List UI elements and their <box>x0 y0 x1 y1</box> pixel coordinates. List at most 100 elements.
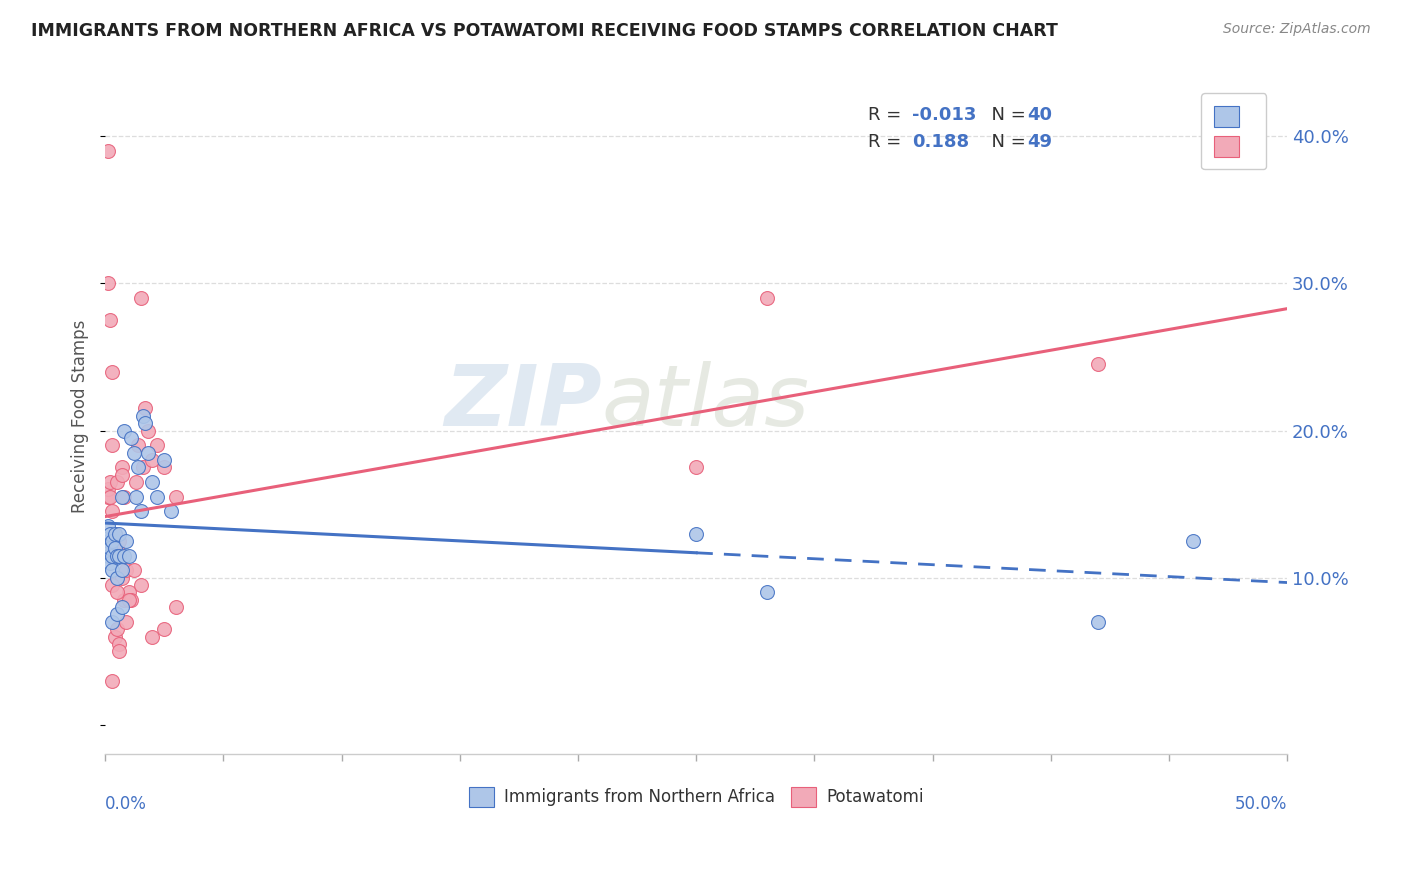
Point <box>146 490 169 504</box>
Point <box>98 313 121 327</box>
Text: R =: R = <box>868 133 912 151</box>
Point <box>122 445 145 459</box>
Point <box>105 585 128 599</box>
Point <box>108 533 131 548</box>
Point <box>111 467 134 482</box>
Point <box>1181 533 1204 548</box>
Point <box>160 504 183 518</box>
Point <box>153 453 176 467</box>
Text: ZIP: ZIP <box>444 360 602 444</box>
Point <box>101 673 124 688</box>
Point <box>98 526 121 541</box>
Text: N =: N = <box>980 133 1031 151</box>
Point <box>129 504 152 518</box>
Text: atlas: atlas <box>602 360 810 444</box>
Point <box>141 453 163 467</box>
Text: 49: 49 <box>1026 133 1052 151</box>
Point <box>136 445 159 459</box>
Point <box>165 600 187 615</box>
Point <box>127 438 149 452</box>
Point <box>97 549 120 563</box>
Point <box>105 571 128 585</box>
Point <box>115 533 138 548</box>
Y-axis label: Receiving Food Stamps: Receiving Food Stamps <box>72 319 89 513</box>
Point <box>111 571 134 585</box>
Point <box>101 578 124 592</box>
Point <box>129 291 152 305</box>
Point <box>132 460 155 475</box>
Point <box>98 541 121 556</box>
Point <box>146 438 169 452</box>
Point <box>98 556 121 570</box>
Point <box>1087 357 1109 371</box>
Point <box>104 526 127 541</box>
Point <box>125 475 148 489</box>
Point <box>153 460 176 475</box>
Point <box>101 563 124 577</box>
Text: IMMIGRANTS FROM NORTHERN AFRICA VS POTAWATOMI RECEIVING FOOD STAMPS CORRELATION : IMMIGRANTS FROM NORTHERN AFRICA VS POTAW… <box>31 22 1057 40</box>
Point <box>112 424 135 438</box>
Point <box>112 490 135 504</box>
Point <box>141 630 163 644</box>
Point <box>111 490 134 504</box>
Point <box>97 490 120 504</box>
Point <box>101 365 124 379</box>
Point <box>97 519 120 533</box>
Point <box>132 409 155 423</box>
Point <box>129 578 152 592</box>
Text: 0.188: 0.188 <box>912 133 970 151</box>
Text: -0.013: -0.013 <box>912 105 977 124</box>
Point <box>97 533 120 548</box>
Point <box>97 483 120 497</box>
Point <box>101 549 124 563</box>
Point <box>118 592 141 607</box>
Point <box>153 622 176 636</box>
Point <box>122 563 145 577</box>
Point <box>134 401 156 416</box>
Point <box>111 563 134 577</box>
Point <box>105 475 128 489</box>
Text: 50.0%: 50.0% <box>1234 795 1286 813</box>
Text: N =: N = <box>980 105 1031 124</box>
Point <box>101 533 124 548</box>
Point <box>108 644 131 658</box>
Point <box>105 622 128 636</box>
Point <box>115 615 138 629</box>
Point <box>104 630 127 644</box>
Point <box>101 504 124 518</box>
Point <box>125 490 148 504</box>
Point <box>101 615 124 629</box>
Point <box>101 438 124 452</box>
Legend: Immigrants from Northern Africa, Potawatomi: Immigrants from Northern Africa, Potawat… <box>463 780 931 814</box>
Text: Source: ZipAtlas.com: Source: ZipAtlas.com <box>1223 22 1371 37</box>
Point <box>118 549 141 563</box>
Text: 40: 40 <box>1026 105 1052 124</box>
Point <box>136 424 159 438</box>
Point <box>120 592 142 607</box>
Point <box>112 549 135 563</box>
Point <box>127 460 149 475</box>
Point <box>105 607 128 622</box>
Point <box>104 526 127 541</box>
Point <box>111 460 134 475</box>
Point <box>141 475 163 489</box>
Point <box>134 416 156 430</box>
Point <box>98 490 121 504</box>
Point <box>108 549 131 563</box>
Point <box>120 431 142 445</box>
Point <box>105 541 128 556</box>
Point <box>685 526 707 541</box>
Point <box>111 600 134 615</box>
Text: R =: R = <box>868 105 907 124</box>
Point <box>108 526 131 541</box>
Point <box>1087 615 1109 629</box>
Point <box>108 637 131 651</box>
Point <box>112 592 135 607</box>
Point <box>685 460 707 475</box>
Point <box>756 291 779 305</box>
Point <box>105 549 128 563</box>
Text: 0.0%: 0.0% <box>105 795 148 813</box>
Point <box>104 541 127 556</box>
Point <box>97 277 120 291</box>
Point <box>97 144 120 158</box>
